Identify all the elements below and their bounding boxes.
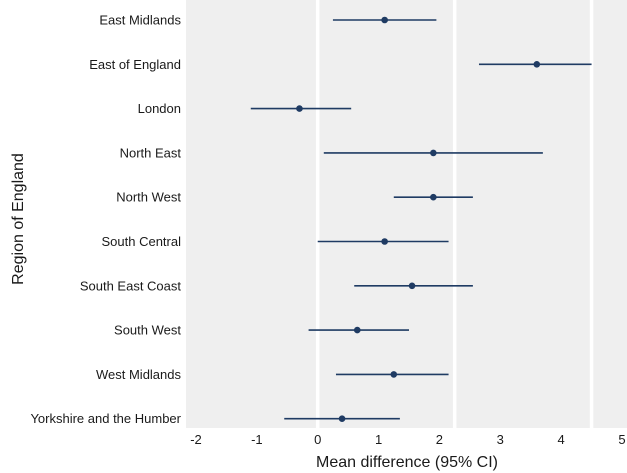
estimate-point [381, 238, 388, 245]
estimate-point [353, 326, 361, 334]
estimate-point [430, 193, 437, 201]
x-axis-title: Mean difference (95% CI) [316, 454, 498, 471]
category-label: East Midlands [99, 13, 181, 28]
estimate-point [408, 282, 416, 290]
category-label: South East Coast [80, 278, 182, 293]
category-label: Yorkshire and the Humber [30, 411, 181, 426]
category-label: London [138, 101, 181, 116]
category-label: North East [120, 145, 182, 160]
category-label: South West [114, 323, 181, 338]
x-tick-label: -2 [190, 432, 202, 447]
plot-panel [186, 0, 627, 428]
estimate-point [296, 105, 303, 112]
x-tick-label: 4 [558, 432, 565, 447]
estimate-point [338, 415, 346, 423]
estimate-point [390, 371, 398, 378]
category-label: East of England [89, 57, 181, 72]
category-label: West Midlands [96, 367, 182, 382]
x-tick-label: 0 [314, 432, 321, 447]
x-tick-label: 1 [375, 432, 382, 447]
estimate-point [430, 149, 437, 157]
x-tick-label: -1 [251, 432, 263, 447]
estimate-point [533, 61, 541, 68]
category-label: South Central [102, 234, 182, 249]
category-label: North West [116, 190, 181, 205]
x-tick-label: 5 [618, 432, 625, 447]
y-axis-title: Region of England [10, 153, 27, 285]
estimate-point [381, 16, 388, 24]
x-tick-label: 2 [436, 432, 443, 447]
x-tick-label: 3 [497, 432, 504, 447]
